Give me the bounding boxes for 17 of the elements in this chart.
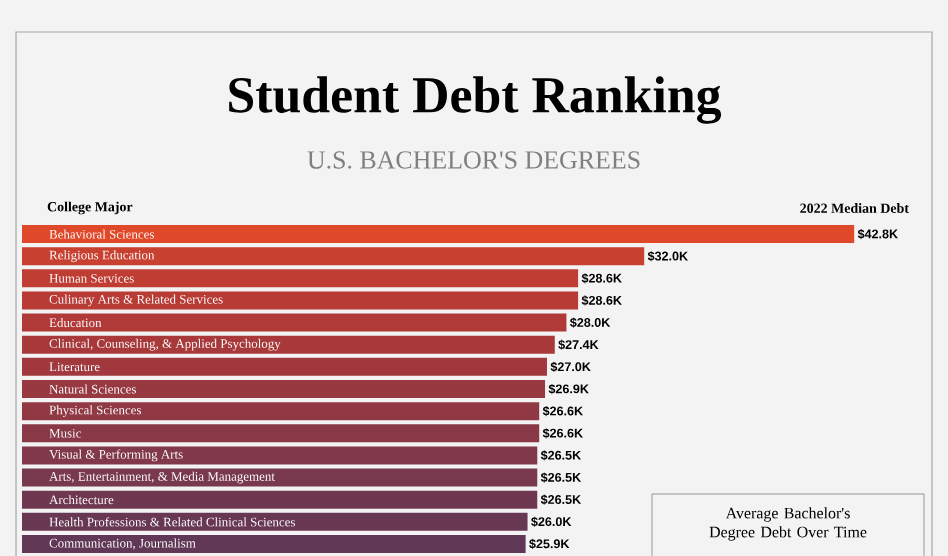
bar	[22, 446, 538, 465]
bar	[22, 224, 855, 243]
bar	[22, 512, 528, 531]
bar	[22, 291, 579, 310]
bar	[22, 423, 540, 442]
chart-title: Student Debt Ranking	[229, 76, 722, 124]
bar	[22, 246, 645, 265]
bar	[22, 490, 538, 509]
bar	[22, 379, 546, 398]
bar	[22, 468, 538, 487]
bar	[22, 357, 547, 376]
bar	[22, 313, 567, 332]
bar	[22, 534, 526, 553]
chart-subtitle: U.S. BACHELOR'S DEGREES	[307, 150, 640, 169]
bar	[22, 401, 540, 420]
bar	[22, 269, 579, 288]
bar	[22, 335, 555, 354]
